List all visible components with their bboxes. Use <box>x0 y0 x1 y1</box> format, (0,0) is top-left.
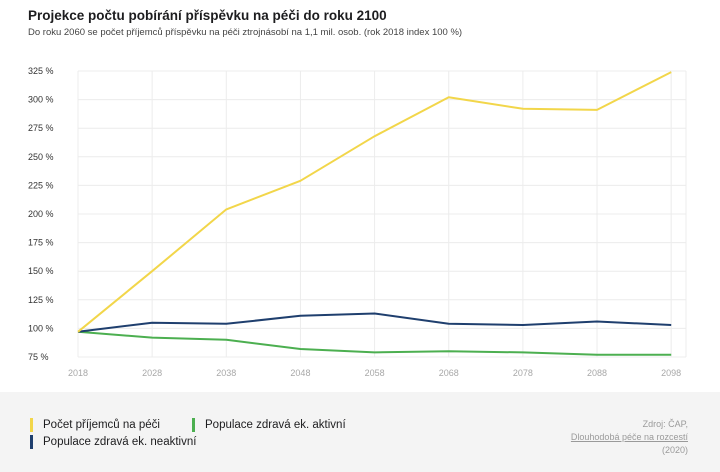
legend-swatch-navy <box>30 435 33 449</box>
source-line-3: (2020) <box>661 445 688 455</box>
y-tick-label: 325 % <box>28 66 54 76</box>
x-tick-label: 2018 <box>68 368 88 378</box>
y-tick-label: 75 % <box>28 352 49 362</box>
legend-label: Populace zdravá ek. aktivní <box>205 419 346 431</box>
source-line-1: Zdroj: ČAP, <box>642 419 688 429</box>
chart-title: Projekce počtu pobírání příspěvku na péč… <box>28 8 387 23</box>
series-line-prijemci <box>77 71 672 333</box>
series-line-aktivni <box>77 330 672 356</box>
legend-label: Populace zdravá ek. neaktivní <box>43 436 197 448</box>
y-tick-label: 275 % <box>28 123 54 133</box>
x-tick-label: 2088 <box>587 368 607 378</box>
y-tick-label: 300 % <box>28 95 54 105</box>
x-tick-label: 2098 <box>661 368 681 378</box>
y-tick-label: 125 % <box>28 295 54 305</box>
source-note: Zdroj: ČAP, Dlouhodobá péče na rozcestí … <box>571 418 688 457</box>
legend-swatch-yellow <box>30 418 33 432</box>
x-tick-label: 2078 <box>513 368 533 378</box>
y-tick-label: 250 % <box>28 152 54 162</box>
x-tick-label: 2038 <box>216 368 236 378</box>
series-line-neaktivni <box>77 312 672 333</box>
y-tick-label: 175 % <box>28 238 54 248</box>
chart-subtitle: Do roku 2060 se počet příjemců příspěvku… <box>28 27 463 38</box>
legend-item-neaktivni: Populace zdravá ek. neaktivní <box>30 435 196 449</box>
source-link[interactable]: Dlouhodobá péče na rozcestí <box>570 432 688 442</box>
legend-item-aktivni: Populace zdravá ek. aktivní <box>192 418 346 432</box>
y-tick-label: 100 % <box>28 323 54 333</box>
y-tick-label: 150 % <box>28 266 54 276</box>
x-tick-label: 2058 <box>365 368 385 378</box>
y-tick-label: 200 % <box>28 209 54 219</box>
x-tick-label: 2028 <box>142 368 162 378</box>
legend-label: Počet příjemců na péči <box>43 419 160 431</box>
legend-footer <box>0 392 720 472</box>
legend-item-prijemci: Počet příjemců na péči <box>30 418 160 432</box>
legend-swatch-green <box>192 418 195 432</box>
x-tick-label: 2048 <box>290 368 310 378</box>
y-tick-label: 225 % <box>28 180 54 190</box>
x-tick-label: 2068 <box>439 368 459 378</box>
line-chart: 75 % 100 % 125 % 150 % 175 % 200 % 225 % 250 % 2… <box>28 66 687 378</box>
